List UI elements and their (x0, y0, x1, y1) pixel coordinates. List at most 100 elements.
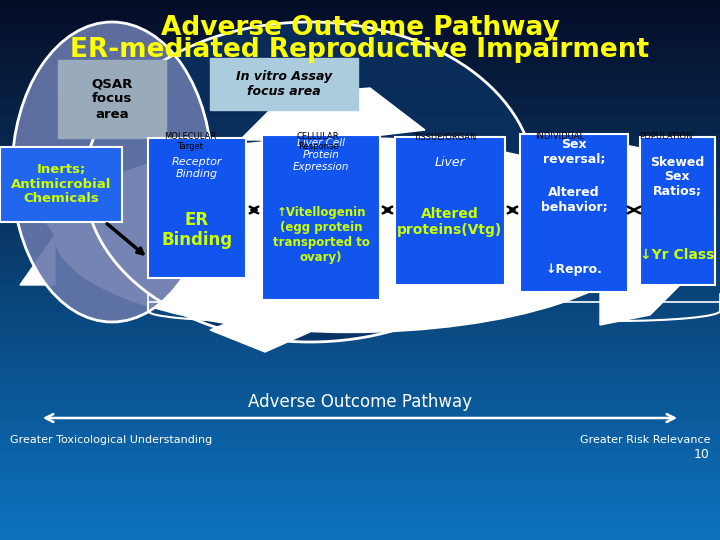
Bar (0, 492, 720, 500)
Bar (0, 33, 720, 40)
Bar (0, 417, 720, 426)
Bar (0, 330, 720, 338)
Bar (0, 465, 720, 472)
Bar (0, 498, 720, 507)
Bar (0, 80, 720, 87)
Bar (0, 532, 720, 540)
Bar (0, 451, 720, 459)
Text: Liver: Liver (435, 156, 465, 168)
Bar (0, 154, 720, 162)
Ellipse shape (12, 22, 212, 322)
Bar (0, 0, 720, 6)
Bar (0, 512, 720, 519)
Bar (0, 188, 720, 195)
Text: ↓Yr Class: ↓Yr Class (640, 248, 714, 262)
Bar (0, 505, 720, 513)
Bar (0, 357, 720, 364)
Bar (0, 6, 720, 14)
Bar (0, 161, 720, 168)
Bar (0, 276, 720, 284)
Bar (0, 458, 720, 465)
Text: Greater Toxicological Understanding: Greater Toxicological Understanding (10, 435, 212, 445)
Text: QSAR
focus
area: QSAR focus area (91, 78, 132, 120)
Bar (0, 228, 720, 237)
Bar (0, 309, 720, 317)
Text: INDIVIDUAL: INDIVIDUAL (536, 132, 585, 141)
Bar (0, 39, 720, 47)
Text: Liver Cell
Protein
Expression: Liver Cell Protein Expression (293, 138, 349, 172)
Text: ER
Binding: ER Binding (161, 211, 233, 249)
Bar (0, 438, 720, 446)
Bar (0, 444, 720, 453)
FancyBboxPatch shape (0, 147, 122, 222)
Text: 10: 10 (694, 449, 710, 462)
Circle shape (647, 207, 673, 233)
Bar (0, 411, 720, 418)
FancyBboxPatch shape (640, 137, 715, 285)
Bar (0, 397, 720, 405)
Bar (0, 93, 720, 102)
Ellipse shape (55, 138, 645, 333)
Text: ER-mediated Reproductive Impairment: ER-mediated Reproductive Impairment (71, 37, 649, 63)
Bar (0, 174, 720, 183)
Bar (0, 336, 720, 345)
Bar (0, 323, 720, 330)
Bar (0, 249, 720, 256)
Text: ↓Repro.: ↓Repro. (546, 264, 603, 276)
Bar (0, 519, 720, 526)
FancyBboxPatch shape (520, 134, 628, 292)
Bar (0, 242, 720, 249)
Bar (0, 66, 720, 74)
Bar (0, 114, 720, 122)
Bar (0, 363, 720, 372)
FancyBboxPatch shape (395, 137, 505, 285)
Bar (0, 19, 720, 27)
Bar (0, 289, 720, 297)
Bar (0, 485, 720, 492)
Bar (0, 87, 720, 94)
Bar (0, 471, 720, 480)
Text: CELLULAR
Response: CELLULAR Response (297, 132, 339, 151)
Bar (0, 269, 720, 276)
Bar (0, 316, 720, 324)
FancyBboxPatch shape (58, 60, 166, 138)
Bar (0, 431, 720, 438)
Bar (0, 377, 720, 384)
Bar (0, 424, 720, 432)
Text: Receptor
Binding: Receptor Binding (172, 157, 222, 179)
FancyBboxPatch shape (148, 138, 246, 278)
Bar (0, 134, 720, 141)
FancyBboxPatch shape (210, 58, 358, 110)
Bar (0, 296, 720, 303)
Bar (0, 127, 720, 135)
Bar (0, 208, 720, 216)
Polygon shape (600, 140, 700, 325)
Bar (0, 12, 720, 20)
Text: POPULATION: POPULATION (639, 132, 693, 141)
Bar (0, 343, 720, 351)
Bar (0, 181, 720, 189)
Bar (0, 222, 720, 230)
Bar (0, 262, 720, 270)
Bar (0, 141, 720, 148)
Text: Skewed
Sex
Ratios;: Skewed Sex Ratios; (650, 156, 704, 199)
Bar (0, 147, 720, 156)
Bar (0, 255, 720, 263)
Bar (0, 404, 720, 411)
Text: Toxicity Pathway: Toxicity Pathway (242, 310, 368, 326)
Text: Adverse Outcome Pathway: Adverse Outcome Pathway (248, 393, 472, 411)
Bar (0, 100, 720, 108)
Bar (0, 478, 720, 486)
Bar (0, 120, 720, 128)
Text: Sex
reversal;: Sex reversal; (543, 138, 606, 166)
Text: Altered
behavior;: Altered behavior; (541, 186, 607, 214)
Bar (0, 53, 720, 60)
Bar (0, 195, 720, 202)
Text: Inerts;
Antimicrobial
Chemicals: Inerts; Antimicrobial Chemicals (11, 163, 111, 206)
Bar (0, 46, 720, 54)
Bar (0, 26, 720, 33)
Bar (0, 390, 720, 399)
Polygon shape (240, 88, 425, 140)
Text: Adverse Outcome Pathway: Adverse Outcome Pathway (161, 15, 559, 41)
Bar (0, 282, 720, 291)
